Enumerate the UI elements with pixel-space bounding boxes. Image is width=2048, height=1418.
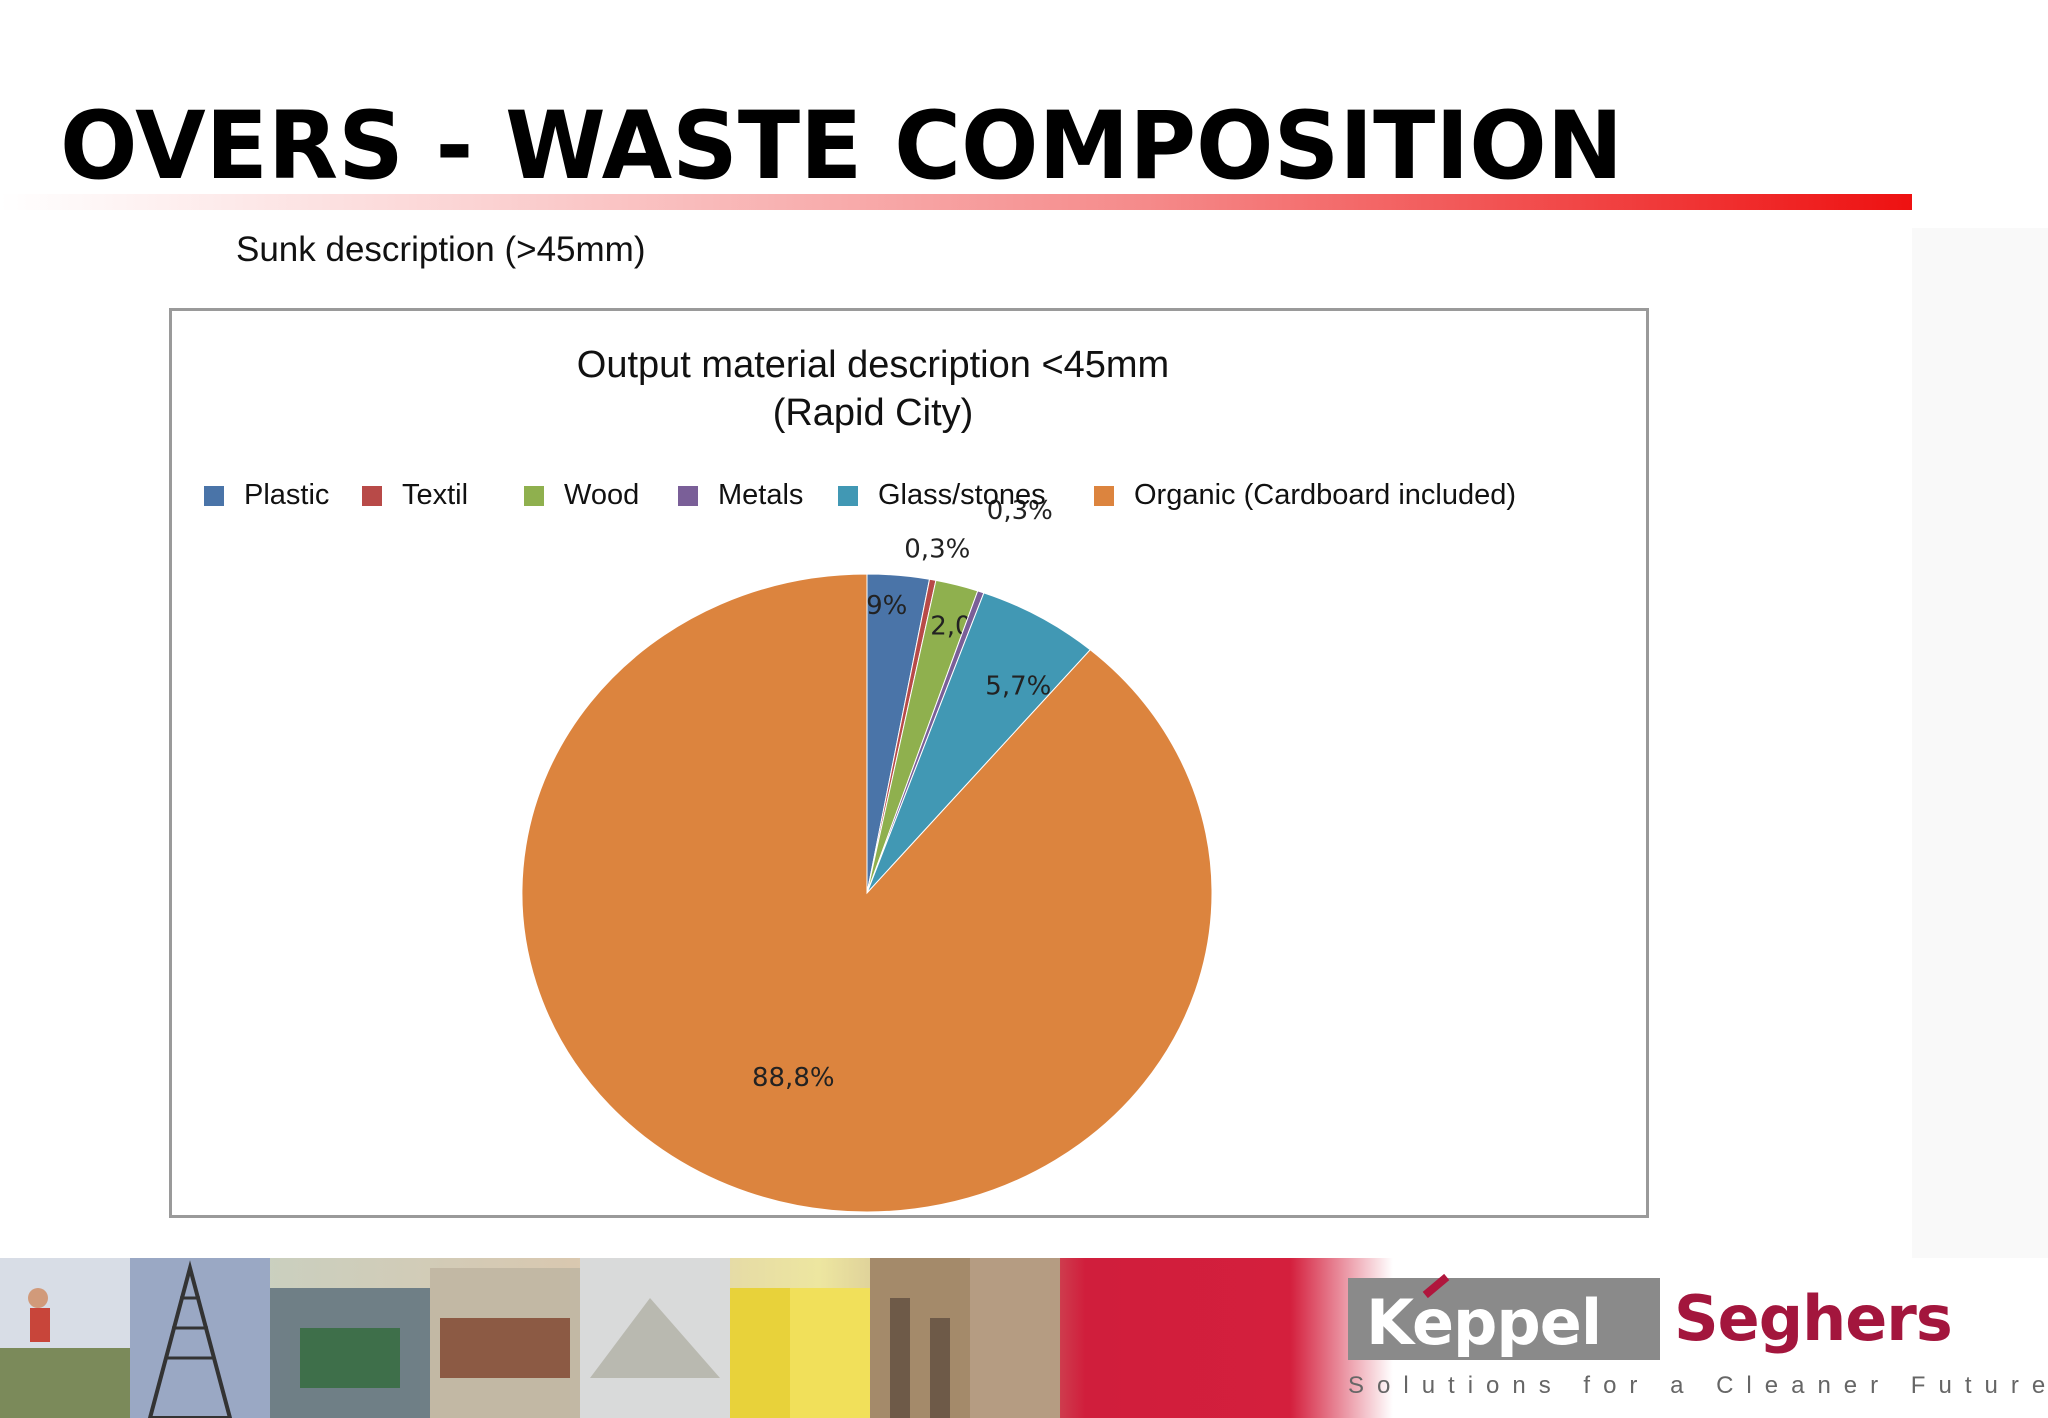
slide-title: OVERS - WASTE COMPOSITION bbox=[60, 92, 1624, 201]
slide-subtitle: Sunk description (>45mm) bbox=[236, 230, 646, 269]
legend-swatch bbox=[1094, 485, 1114, 506]
company-logo: Keppel Seghers Solutions for a Cleaner F… bbox=[1348, 1258, 2048, 1418]
legend-swatch bbox=[678, 485, 698, 506]
legend-item: Metals bbox=[678, 479, 803, 512]
data-label-metals: 0,3% bbox=[987, 496, 1053, 526]
legend-label: Textil bbox=[402, 479, 469, 511]
data-label-textil: 0,3% bbox=[904, 534, 970, 564]
background-panel bbox=[1912, 228, 2048, 1258]
logo-tagline: Solutions for a Cleaner Future bbox=[1348, 1372, 2048, 1399]
legend-swatch bbox=[204, 485, 224, 506]
chart-title: Output material description <45mm (Rapid… bbox=[172, 341, 1574, 437]
legend-label: Organic (Cardboard included) bbox=[1134, 479, 1517, 511]
logo-keppel-box: Keppel bbox=[1348, 1273, 1660, 1360]
legend-item: Wood bbox=[524, 479, 639, 512]
legend-swatch bbox=[838, 485, 858, 506]
photo-collage bbox=[0, 1258, 1060, 1418]
data-label-glass-stones: 5,7% bbox=[985, 672, 1051, 702]
legend-label: Glass/stones bbox=[878, 479, 1046, 511]
logo-seghers-text: Seghers bbox=[1674, 1282, 1953, 1355]
legend-label: Metals bbox=[718, 479, 804, 511]
logo-keppel-text: Keppel bbox=[1366, 1286, 1602, 1359]
legend-label: Wood bbox=[564, 479, 640, 511]
legend-item: Plastic bbox=[204, 479, 329, 512]
footer-banner: Keppel Seghers Solutions for a Cleaner F… bbox=[0, 1258, 2048, 1418]
pie-slice-organic-cardboard-included bbox=[521, 573, 1213, 1213]
data-label-organic-cardboard-included: 88,8% bbox=[752, 1063, 835, 1093]
legend-label: Plastic bbox=[244, 479, 330, 511]
pie-chart: 2,9%0,3%2,0%0,3%5,7%88,8% bbox=[521, 496, 1213, 1213]
legend-item: Textil bbox=[362, 479, 468, 512]
legend-item: Organic (Cardboard included) bbox=[1094, 479, 1516, 512]
legend-swatch bbox=[524, 485, 544, 506]
chart-legend: Plastic Textil Wood Metals Glass/stones Organ… bbox=[204, 479, 1624, 519]
chart-title-line-1: Output material description <45mm bbox=[576, 344, 1170, 386]
chart-title-line-2: (Rapid City) bbox=[772, 392, 974, 434]
title-underline bbox=[0, 194, 1912, 210]
chart-frame: 2,9% 0,3% 2,0% 0,3% 5,7% 88,8% Output materia… bbox=[169, 308, 1649, 1218]
legend-swatch bbox=[362, 485, 382, 506]
legend-item: Glass/stones bbox=[838, 479, 1046, 512]
